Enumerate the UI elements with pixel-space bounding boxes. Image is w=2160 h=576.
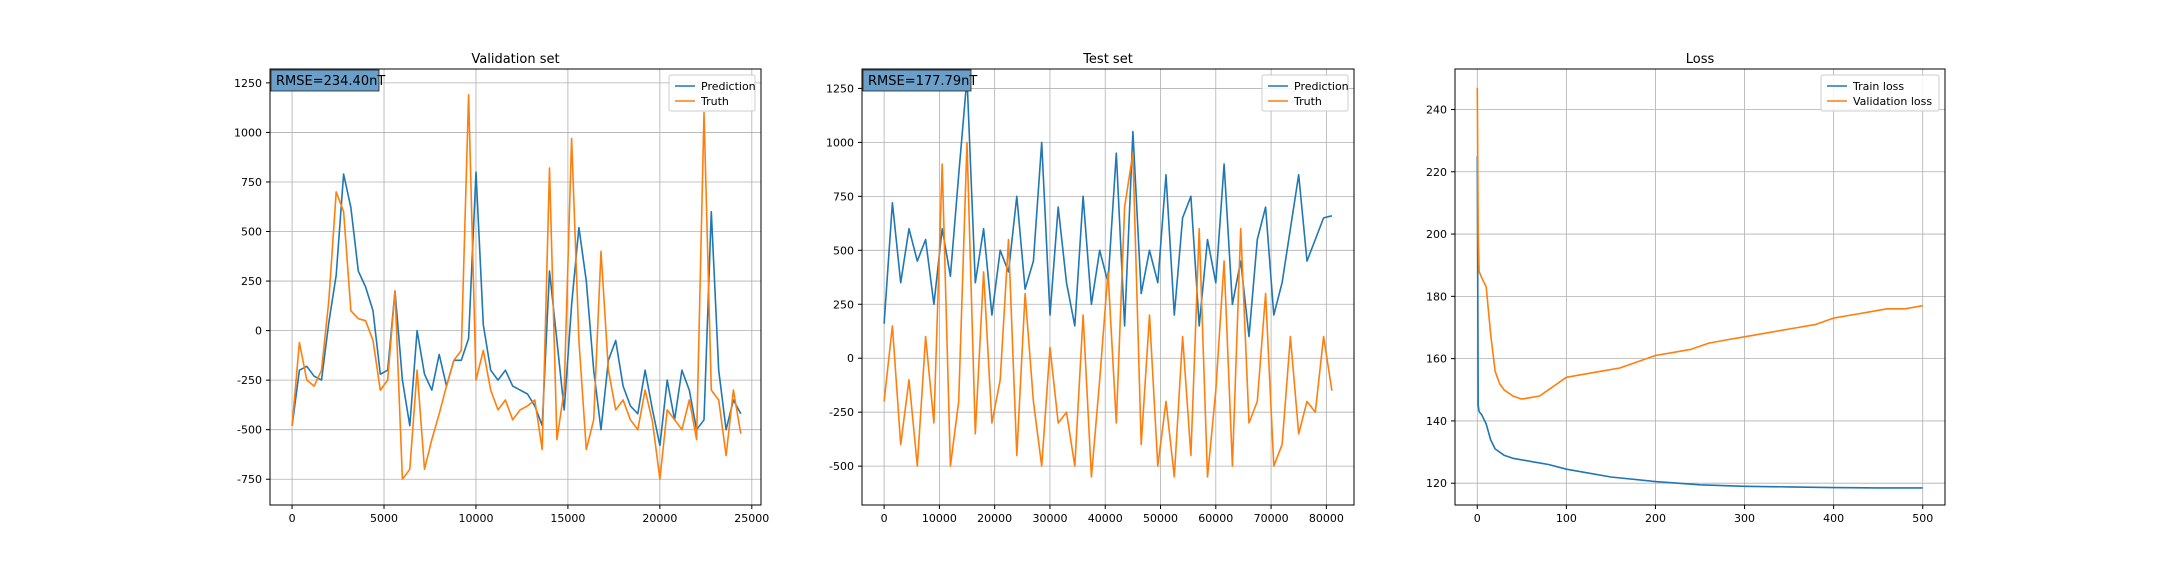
y-tick-label: 0 (255, 325, 262, 338)
x-tick-label: 500 (1912, 512, 1933, 525)
y-tick-label: 1000 (826, 136, 854, 149)
legend: Prediction Truth (668, 74, 756, 112)
y-tick-label: 250 (833, 298, 854, 311)
legend: Train loss Validation loss (1820, 74, 1940, 112)
y-tick-label: -250 (237, 374, 262, 387)
x-tick-label: 30000 (1032, 512, 1067, 525)
legend-label: Truth (700, 95, 729, 108)
y-tick-label: -250 (829, 406, 854, 419)
x-tick-label: 15000 (550, 512, 585, 525)
y-tick-label: 240 (1426, 103, 1447, 116)
rmse-annotation: RMSE=234.40nT (276, 74, 385, 89)
x-tick-label: 25000 (734, 512, 769, 525)
series-line (1476, 87, 1923, 400)
y-tick-label: 500 (833, 244, 854, 257)
y-tick-label: 1250 (826, 82, 854, 95)
x-tick-label: 10000 (458, 512, 493, 525)
x-tick-label: 60000 (1198, 512, 1233, 525)
x-tick-label: 70000 (1254, 512, 1289, 525)
rmse-box (270, 69, 380, 92)
y-tick-label: -500 (829, 460, 854, 473)
legend-label: Train loss (1852, 80, 1904, 93)
x-tick-label: 400 (1823, 512, 1844, 525)
y-tick-label: -750 (237, 473, 262, 486)
legend-label: Validation loss (1853, 95, 1932, 108)
x-tick-label: 20000 (977, 512, 1012, 525)
axes-frame (269, 68, 762, 506)
x-tick-label: 10000 (922, 512, 957, 525)
legend-label: Prediction (1294, 80, 1349, 93)
x-tick-label: 0 (289, 512, 296, 525)
series-line (883, 141, 1333, 478)
y-tick-label: 750 (241, 176, 262, 189)
x-tick-label: 80000 (1309, 512, 1344, 525)
chart-title: Loss (1686, 52, 1715, 67)
x-tick-label: 200 (1645, 512, 1666, 525)
legend-label: Prediction (701, 80, 756, 93)
x-tick-label: 100 (1556, 512, 1577, 525)
x-tick-label: 300 (1734, 512, 1755, 525)
x-tick-label: 40000 (1088, 512, 1123, 525)
axes-frame (861, 68, 1355, 506)
legend: Prediction Truth (1261, 74, 1349, 112)
legend-frame (1820, 74, 1940, 112)
chart-panel: 0 100 200 300 400 500 120 140 160 180 200 220 240 Los… (1426, 52, 1946, 525)
y-tick-label: 500 (241, 226, 262, 239)
chart-title: Test set (1082, 52, 1133, 67)
y-tick-label: 120 (1426, 477, 1447, 490)
y-tick-label: 250 (241, 275, 262, 288)
y-tick-label: 220 (1426, 166, 1447, 179)
x-tick-label: 20000 (642, 512, 677, 525)
x-tick-label: 50000 (1143, 512, 1178, 525)
legend-label: Truth (1293, 95, 1322, 108)
chart-panel: 0 10000 20000 30000 40000 50000 60000 70000 8000… (826, 52, 1355, 525)
x-tick-label: 0 (881, 512, 888, 525)
y-tick-label: 200 (1426, 228, 1447, 241)
axes-frame (1454, 68, 1946, 506)
y-tick-label: 180 (1426, 290, 1447, 303)
y-tick-label: 1000 (234, 126, 262, 139)
x-tick-label: 5000 (370, 512, 398, 525)
series-line (291, 171, 742, 447)
y-tick-label: 750 (833, 190, 854, 203)
legend-frame (1261, 74, 1349, 112)
y-tick-label: 160 (1426, 353, 1447, 366)
x-tick-label: 0 (1474, 512, 1481, 525)
y-tick-label: 140 (1426, 415, 1447, 428)
series-line (1476, 156, 1923, 489)
chart-title: Validation set (471, 52, 559, 67)
y-tick-label: -500 (237, 424, 262, 437)
chart-panel: 0 5000 10000 15000 20000 25000 -750 -500 -250 0 25… (234, 52, 769, 525)
y-tick-label: 1250 (234, 77, 262, 90)
series-line (291, 94, 742, 481)
y-tick-label: 0 (847, 352, 854, 365)
legend-frame (668, 74, 756, 112)
rmse-box (862, 69, 972, 92)
rmse-annotation: RMSE=177.79nT (868, 74, 977, 89)
